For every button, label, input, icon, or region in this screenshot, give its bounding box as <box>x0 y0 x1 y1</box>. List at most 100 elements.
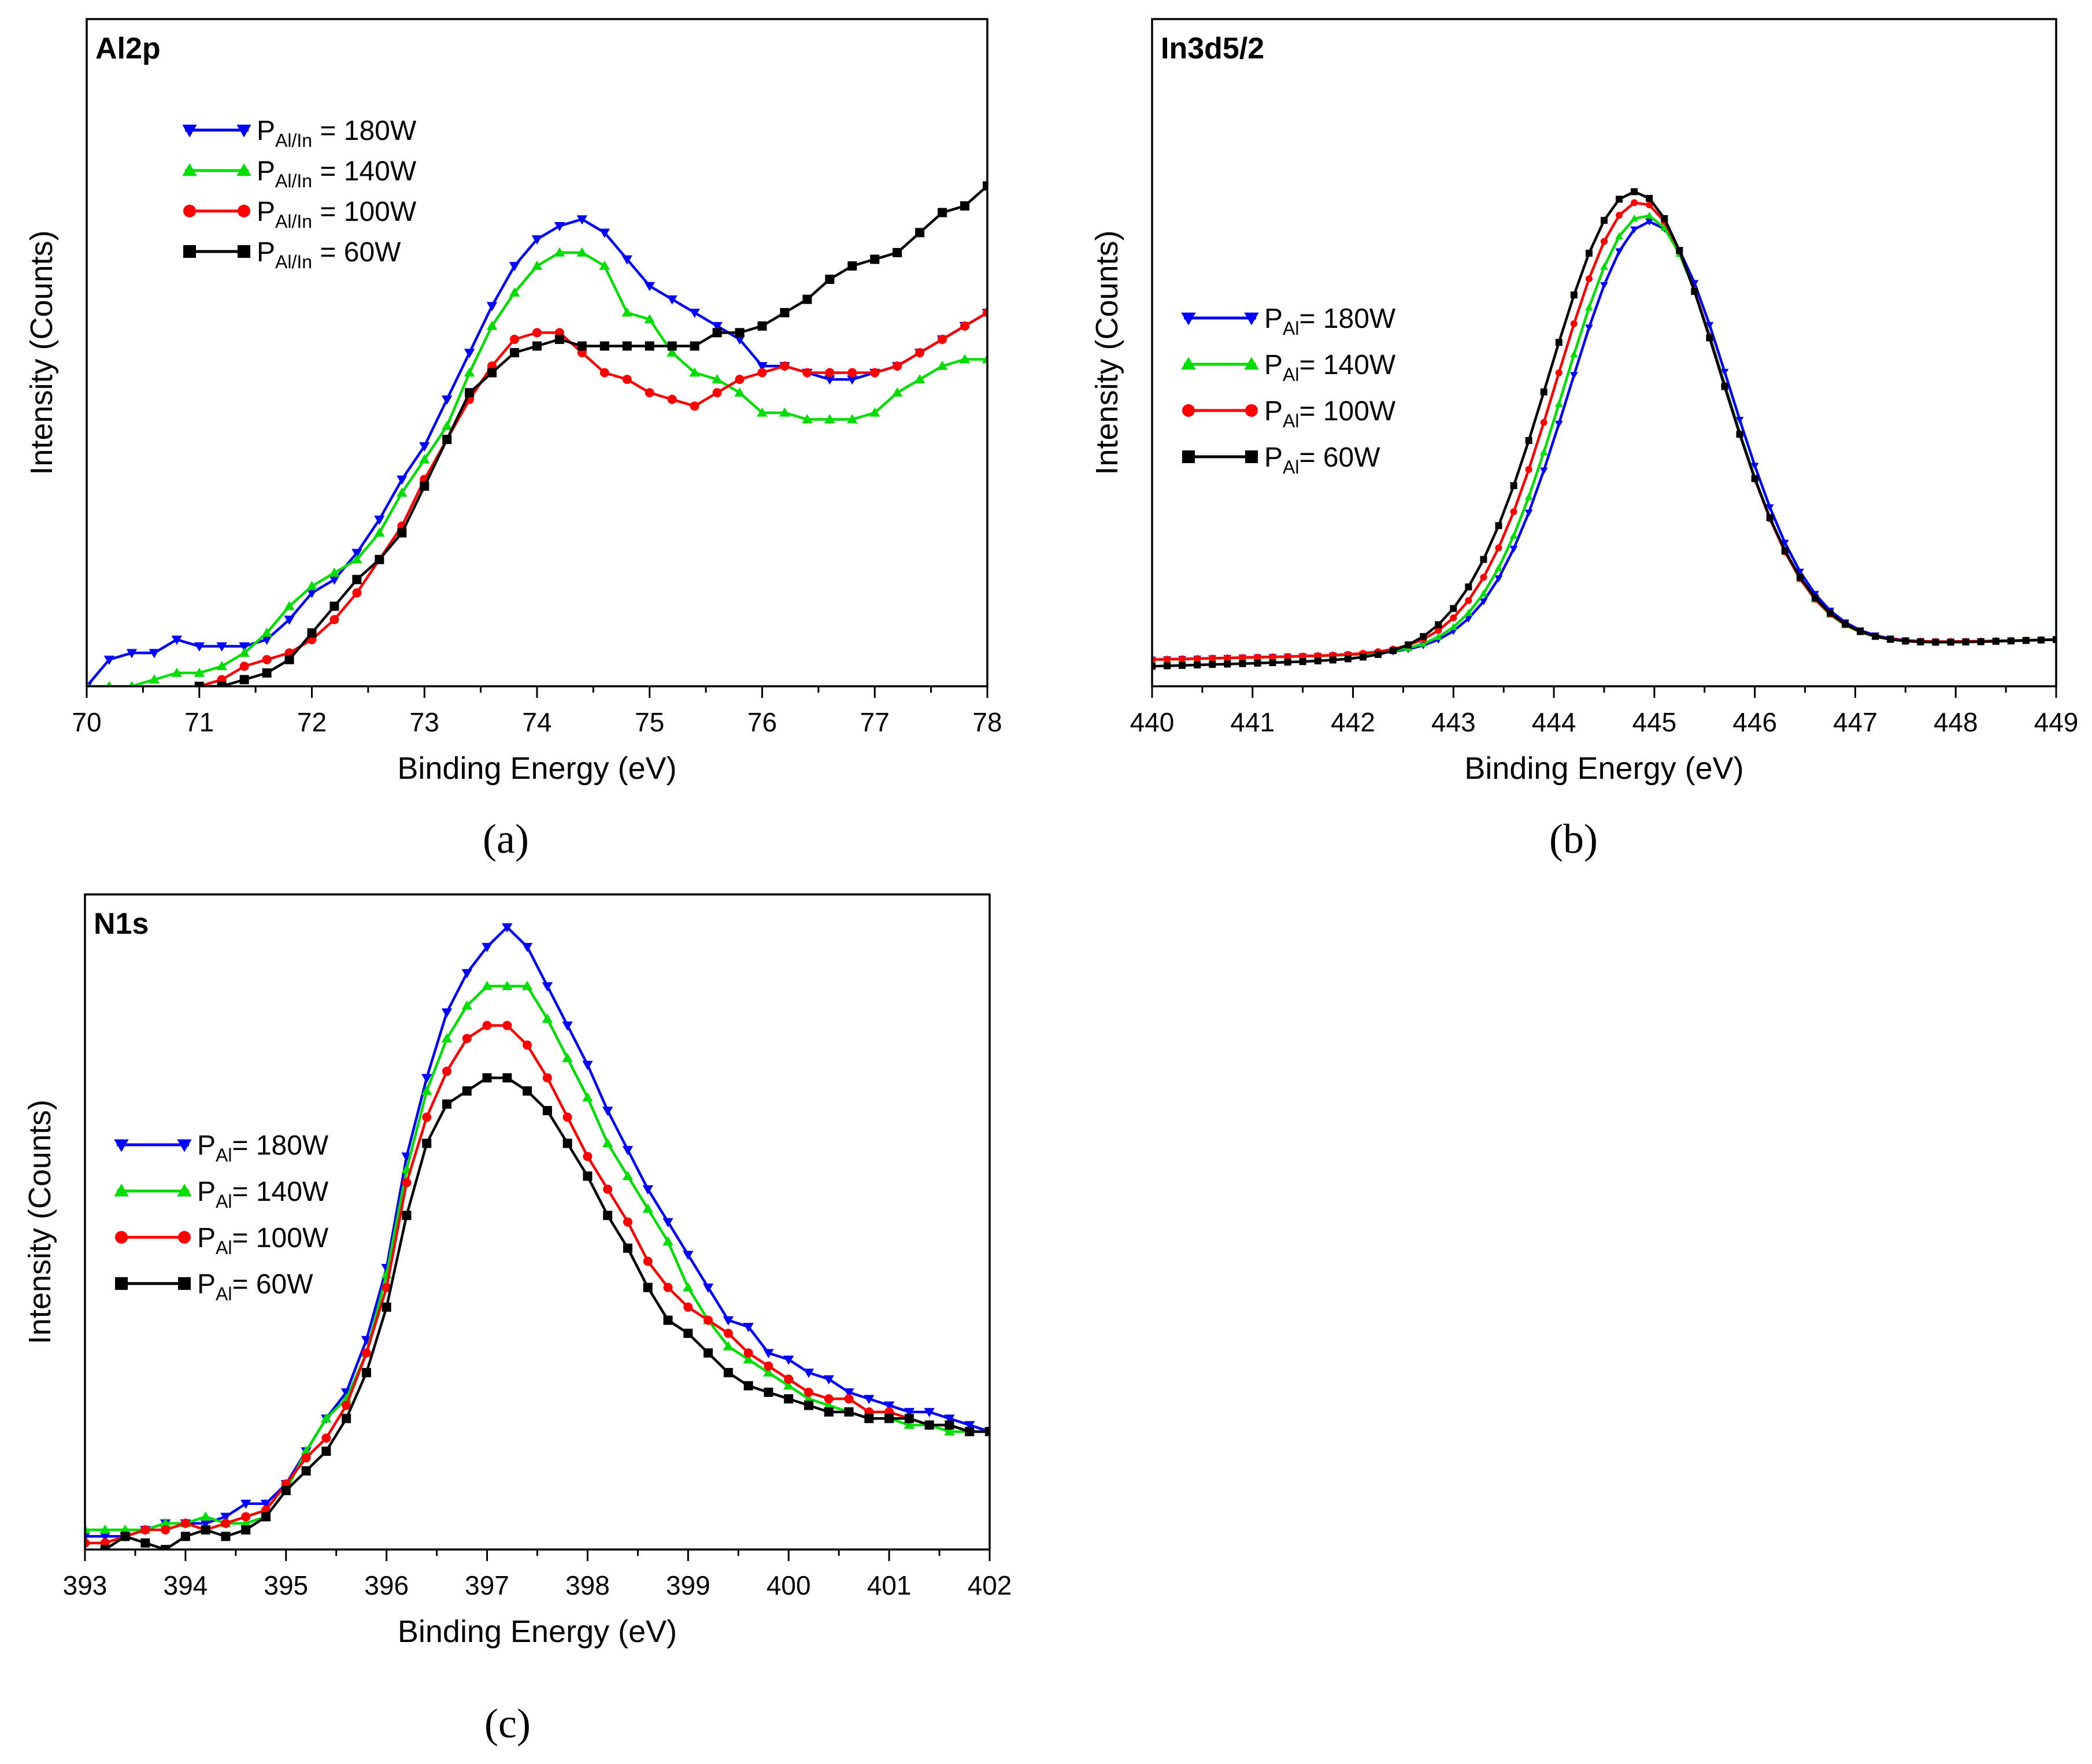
data-point-180W <box>622 1146 634 1156</box>
data-point-100W <box>784 1374 794 1384</box>
data-point-100W <box>690 401 699 411</box>
data-point-180W <box>702 1284 714 1293</box>
data-point-60W <box>1179 661 1186 669</box>
data-point-180W <box>441 1008 453 1018</box>
data-point-60W <box>1209 661 1216 668</box>
x-tick-label: 448 <box>1934 707 1978 737</box>
series-line-180W <box>85 926 990 1538</box>
data-point-60W <box>904 1414 914 1423</box>
data-point-140W <box>1660 224 1669 231</box>
data-point-140W <box>261 627 272 637</box>
data-point-60W <box>1555 339 1562 346</box>
data-point-140W <box>301 1445 312 1455</box>
data-point-100W <box>1269 653 1276 661</box>
legend-label-100W: PAl= 100W <box>197 1223 329 1258</box>
panel-c: 393 394 395 396 397 398 399 400 401 402 N1s Binding… <box>23 893 1012 1649</box>
data-point-100W <box>510 334 520 344</box>
data-point-100W <box>239 661 249 671</box>
data-point-180W <box>260 1499 272 1509</box>
data-point-180W <box>1539 467 1548 475</box>
x-tick-label: 75 <box>635 707 664 737</box>
data-point-60W <box>1932 638 1939 646</box>
data-point-180W <box>85 1532 91 1542</box>
data-point-100W <box>1224 654 1231 661</box>
data-point-180W <box>1645 219 1654 226</box>
legend-label-180W: PAl= 180W <box>197 1130 329 1166</box>
panel-b: 440 441 442 443 444 445 446 447 448 449 In3d5/2 Bin… <box>1090 18 2078 786</box>
data-point-140W <box>1509 531 1518 539</box>
data-point-60W <box>663 1315 673 1325</box>
data-point-140W <box>216 661 227 671</box>
data-point-60W <box>784 1394 794 1404</box>
legend-marker-180W <box>114 1139 129 1152</box>
data-point-180W <box>306 589 317 598</box>
legend: PAl/In = 180W PAl/In = 140W PAl/In = 100W P… <box>182 116 417 272</box>
data-point-140W <box>599 260 610 270</box>
legend-label-140W: PAl/In = 140W <box>257 156 417 191</box>
chart-title: N1s <box>94 907 149 941</box>
data-point-180W <box>757 362 768 372</box>
data-point-140W <box>1615 232 1623 239</box>
chart-title: Al2p <box>95 32 161 65</box>
legend-marker-140W <box>1244 357 1259 370</box>
data-point-100W <box>735 375 745 384</box>
data-point-140W <box>803 1393 814 1403</box>
data-point-100W <box>161 1525 171 1535</box>
data-point-140W <box>1645 212 1654 219</box>
data-point-180W <box>419 442 430 452</box>
data-point-180W <box>421 1074 432 1083</box>
plot-area <box>87 181 987 686</box>
data-point-140W <box>847 414 858 424</box>
data-point-140W <box>582 1092 593 1102</box>
x-tick-label: 443 <box>1431 707 1476 737</box>
data-point-100W <box>870 368 880 378</box>
data-point-100W <box>1646 201 1653 209</box>
data-point-100W <box>1601 238 1608 245</box>
data-point-140W <box>734 387 745 397</box>
data-point-180W <box>461 969 472 979</box>
data-point-180W <box>743 1322 754 1332</box>
data-point-140W <box>904 1419 915 1429</box>
data-point-60W <box>1796 574 1804 581</box>
data-point-60W <box>420 481 429 491</box>
legend-marker-180W <box>1244 312 1259 326</box>
x-tick-label: 71 <box>184 707 214 737</box>
data-point-100W <box>1164 656 1171 663</box>
data-point-60W <box>1962 638 1969 646</box>
data-point-60W <box>1646 195 1653 202</box>
legend-label-60W: PAl= 60W <box>1264 442 1380 478</box>
series-line-140W <box>85 985 990 1532</box>
legend-marker-60W <box>183 245 196 258</box>
data-point-60W <box>757 321 767 331</box>
data-point-180W <box>329 575 340 585</box>
legend-label-140W: PAl= 140W <box>1264 350 1396 385</box>
data-point-60W <box>2022 637 2030 644</box>
data-point-180W <box>216 642 227 652</box>
data-point-180W <box>1479 598 1488 605</box>
data-point-60W <box>643 1282 653 1292</box>
data-point-140W <box>1630 215 1639 222</box>
legend-marker-100W <box>183 205 196 217</box>
plot-frame <box>1151 18 2057 687</box>
data-point-60W <box>712 328 722 338</box>
data-point-180W <box>194 642 205 652</box>
data-point-180W <box>683 1251 694 1260</box>
data-point-140W <box>1585 303 1593 310</box>
data-point-100W <box>502 1020 512 1030</box>
data-point-140W <box>1539 448 1548 456</box>
x-tick-label: 397 <box>465 1570 509 1600</box>
data-point-60W <box>161 1545 171 1549</box>
data-point-60W <box>465 388 475 398</box>
data-point-140W <box>743 1354 754 1364</box>
data-point-180W <box>1585 324 1593 332</box>
data-point-60W <box>723 1368 733 1378</box>
data-point-60W <box>1917 638 1924 646</box>
data-point-100W <box>983 308 987 317</box>
data-point-140W <box>982 354 987 364</box>
data-point-140W <box>622 1170 634 1180</box>
data-point-60W <box>1585 249 1593 257</box>
data-point-140W <box>1419 639 1428 647</box>
data-point-140W <box>683 1282 694 1292</box>
data-point-60W <box>1269 659 1276 667</box>
